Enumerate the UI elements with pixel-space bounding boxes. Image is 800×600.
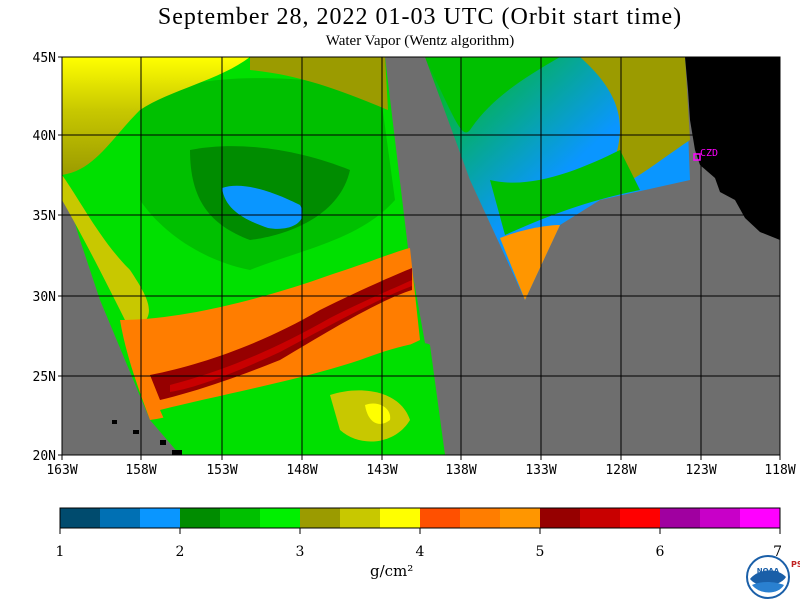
colorbar xyxy=(59,507,781,529)
colorbar-segment xyxy=(180,508,220,528)
island xyxy=(172,450,182,455)
colorbar-tick-label: 5 xyxy=(536,544,545,560)
island xyxy=(112,420,117,424)
eastern-swath-coastal-green xyxy=(490,150,640,235)
western-swath-blue-patch xyxy=(222,185,303,229)
colorbar-segment xyxy=(420,508,460,528)
psl-logo: PSL xyxy=(791,560,800,569)
colorbar-segment xyxy=(500,508,540,528)
colorbar-segment xyxy=(220,508,260,528)
colorbar-segment xyxy=(100,508,140,528)
eastern-swath-green-ring xyxy=(425,57,560,133)
lat-lon-grid xyxy=(62,57,780,455)
lon-label: 158W xyxy=(125,463,156,478)
lon-label: 118W xyxy=(764,463,795,478)
longitude-labels: 163W 158W 153W 148W 143W 138W 133W 128W 123W 118W xyxy=(46,455,796,478)
map-area xyxy=(62,57,780,455)
station-marker-icon xyxy=(693,153,701,161)
western-swath-red-core xyxy=(170,280,412,392)
colorbar-segment xyxy=(620,508,660,528)
page-title: September 28, 2022 01-03 UTC (Orbit star… xyxy=(157,4,683,30)
western-swath-northeast-olive xyxy=(250,57,388,110)
colorbar-tick-label: 1 xyxy=(56,544,65,560)
land-north-america xyxy=(685,57,780,240)
colorbar-tick-label: 6 xyxy=(656,544,665,560)
colorbar-segment xyxy=(380,508,420,528)
lat-label: 40N xyxy=(33,129,56,144)
station-marker-czd: CZD xyxy=(693,148,718,161)
colorbar-tick-label: 2 xyxy=(176,544,185,560)
lon-label: 148W xyxy=(286,463,317,478)
lat-label: 35N xyxy=(33,209,56,224)
colorbar-segment xyxy=(140,508,180,528)
lon-label: 153W xyxy=(206,463,237,478)
colorbar-tick-label: 7 xyxy=(773,544,782,560)
colorbar-segment xyxy=(60,508,100,528)
lon-label: 133W xyxy=(525,463,556,478)
western-swath-north-band xyxy=(62,57,250,175)
lat-label: 45N xyxy=(33,51,56,66)
colorbar-segment xyxy=(580,508,620,528)
colorbar-segment xyxy=(340,508,380,528)
eastern-swath-orange-tip xyxy=(500,225,560,300)
colorbar-ticks: 1 2 3 4 5 6 7 xyxy=(56,528,782,560)
colorbar-tick-label: 4 xyxy=(416,544,425,560)
island xyxy=(133,430,139,434)
island xyxy=(160,440,166,445)
eastern-swath-coastal-olive xyxy=(580,57,690,195)
western-swath-west-margin xyxy=(62,175,149,330)
colorbar-segment xyxy=(660,508,700,528)
lat-label: 25N xyxy=(33,370,56,385)
colorbar-segment xyxy=(260,508,300,528)
noaa-logo-text: NOAA xyxy=(757,567,780,575)
map-frame xyxy=(61,56,781,456)
colorbar-segment xyxy=(460,508,500,528)
latitude-labels: 45N 40N 35N 30N 25N 20N xyxy=(33,51,62,464)
colorbar-segment xyxy=(300,508,340,528)
colorbar-segment xyxy=(700,508,740,528)
colorbar-segment xyxy=(740,508,780,528)
colorbar-tick-label: 3 xyxy=(296,544,305,560)
lat-label: 30N xyxy=(33,290,56,305)
lon-label: 143W xyxy=(366,463,397,478)
colorbar-segment xyxy=(540,508,580,528)
lon-label: 128W xyxy=(605,463,636,478)
lon-label: 163W xyxy=(46,463,77,478)
colorbar-unit-label: g/cm² xyxy=(370,562,414,580)
lon-label: 123W xyxy=(685,463,716,478)
western-swath-south-yellow-spot xyxy=(365,403,391,424)
lon-label: 138W xyxy=(445,463,476,478)
lat-label: 20N xyxy=(33,449,56,464)
noaa-logo: NOAA xyxy=(746,555,790,599)
western-swath-dark-red-band xyxy=(150,268,412,400)
map-subtitle: Water Vapor (Wentz algorithm) xyxy=(325,33,515,49)
station-label: CZD xyxy=(700,148,718,159)
